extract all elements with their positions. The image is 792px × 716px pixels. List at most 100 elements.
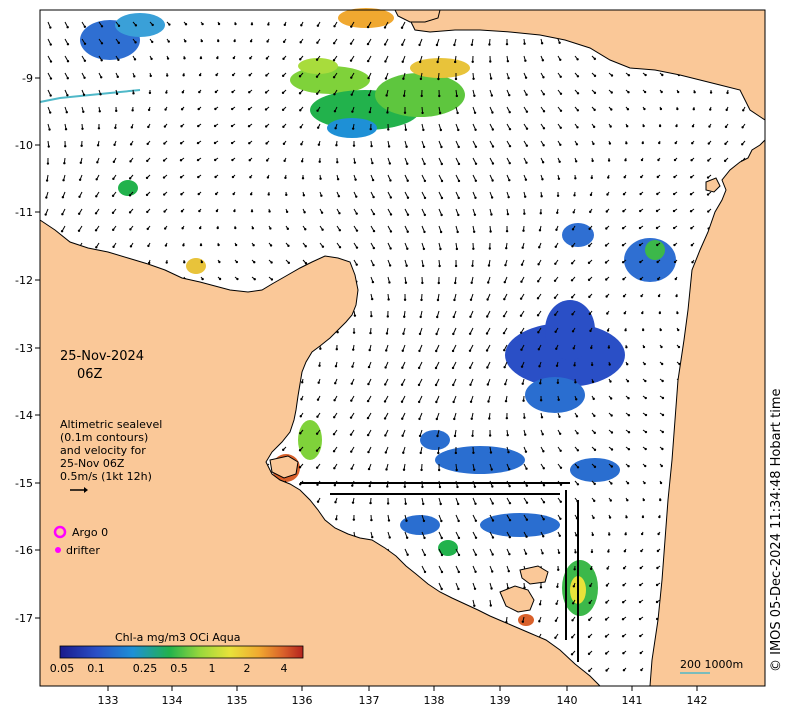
- velocity-arrow-head: [181, 91, 185, 94]
- velocity-arrow-head: [163, 142, 166, 145]
- velocity-arrow-head: [440, 536, 443, 540]
- velocity-arrow-head: [265, 57, 269, 60]
- velocity-arrow-head: [333, 93, 336, 96]
- velocity-arrow-head: [99, 93, 102, 96]
- velocity-arrow-head: [286, 227, 290, 231]
- velocity-arrow-head: [247, 108, 251, 111]
- velocity-arrow-head: [706, 193, 710, 196]
- velocity-arrow-head: [218, 277, 222, 281]
- velocity-arrow-head: [129, 143, 133, 146]
- velocity-arrow-head: [115, 109, 118, 113]
- velocity-arrow-head: [474, 553, 478, 556]
- velocity-arrow-head: [384, 451, 388, 454]
- velocity-arrow-head: [81, 127, 84, 130]
- velocity-arrow-head: [661, 73, 664, 77]
- velocity-arrow-head: [366, 399, 370, 403]
- velocity-arrow-head: [506, 212, 510, 216]
- velocity-arrow-head: [250, 210, 254, 213]
- velocity-arrow-head: [570, 653, 574, 656]
- velocity-arrow-head: [626, 108, 630, 111]
- velocity-arrow-head: [321, 228, 324, 231]
- velocity-arrow-head: [267, 193, 270, 196]
- velocity-arrow-head: [658, 515, 661, 519]
- velocity-arrow-head: [555, 228, 558, 231]
- depth-scale-label: 200 1000m: [680, 658, 743, 671]
- velocity-arrow-head: [266, 176, 270, 179]
- velocity-arrow-head: [643, 107, 646, 111]
- velocity-arrow-head: [439, 247, 442, 251]
- velocity-arrow-head: [216, 56, 219, 60]
- velocity-arrow-head: [372, 263, 375, 267]
- velocity-arrow-head: [402, 468, 406, 471]
- velocity-arrow-head: [440, 162, 444, 166]
- velocity-arrow-head: [129, 245, 133, 248]
- velocity-arrow-head: [300, 160, 304, 163]
- velocity-arrow-head: [521, 246, 524, 249]
- velocity-arrow-head: [367, 382, 370, 386]
- velocity-arrow-head: [78, 178, 82, 181]
- velocity-arrow-head: [622, 295, 626, 298]
- velocity-arrow-head: [644, 447, 647, 451]
- velocity-arrow-head: [542, 518, 545, 521]
- velocity-arrow-head: [525, 93, 528, 96]
- velocity-arrow-head: [627, 74, 631, 77]
- velocity-arrow-head: [401, 349, 404, 352]
- velocity-arrow-head: [457, 196, 460, 200]
- velocity-arrow-head: [644, 73, 647, 77]
- velocity-arrow-head: [438, 264, 441, 268]
- velocity-arrow-head: [524, 178, 528, 181]
- velocity-arrow-head: [590, 363, 594, 367]
- velocity-arrow-head: [655, 600, 659, 604]
- velocity-arrow-head: [233, 39, 236, 43]
- velocity-arrow-head: [100, 59, 103, 62]
- velocity-arrow-head: [503, 365, 506, 369]
- velocity-arrow-head: [505, 246, 508, 250]
- velocity-arrow-head: [491, 485, 494, 488]
- velocity-arrow-head: [198, 209, 201, 213]
- velocity-arrow-head: [610, 465, 614, 468]
- velocity-arrow-head: [485, 349, 489, 352]
- velocity-arrow-head: [406, 196, 410, 199]
- velocity-arrow-head: [609, 380, 612, 383]
- velocity-arrow-head: [554, 262, 557, 265]
- velocity-arrow-head: [626, 499, 629, 502]
- velocity-arrow-head: [350, 25, 353, 28]
- velocity-arrow-head: [49, 60, 53, 63]
- velocity-arrow-head: [163, 210, 166, 213]
- velocity-arrow-head: [588, 295, 591, 299]
- velocity-arrow-head: [352, 331, 356, 334]
- velocity-arrow-head: [627, 397, 630, 400]
- velocity-arrow-head: [383, 417, 387, 420]
- velocity-arrow-head: [640, 549, 643, 553]
- velocity-arrow-head: [166, 57, 170, 60]
- argo-label: Argo 0: [72, 526, 108, 539]
- velocity-arrow-head: [251, 227, 255, 230]
- velocity-arrow-head: [677, 328, 680, 332]
- velocity-arrow-head: [388, 264, 392, 267]
- velocity-arrow-head: [320, 194, 323, 197]
- velocity-arrow-head: [524, 59, 527, 62]
- velocity-arrow-head: [525, 110, 529, 113]
- velocity-arrow-head: [435, 332, 438, 336]
- velocity-arrow-head: [386, 485, 389, 488]
- velocity-arrow-head: [267, 23, 270, 26]
- velocity-arrow-head: [130, 126, 134, 129]
- velocity-arrow-head: [573, 194, 576, 197]
- velocity-arrow-head: [406, 162, 409, 165]
- velocity-arrow-head: [610, 431, 614, 434]
- velocity-arrow-head: [622, 669, 626, 672]
- velocity-arrow-head: [252, 244, 255, 247]
- velocity-arrow-head: [610, 448, 614, 451]
- velocity-arrow-head: [334, 365, 338, 368]
- velocity-arrow-head: [524, 76, 528, 79]
- velocity-arrow-head: [490, 468, 493, 471]
- marker-legend: Argo 0 drifter: [53, 525, 108, 557]
- velocity-arrow-head: [198, 226, 202, 230]
- velocity-arrow-head: [541, 178, 544, 181]
- velocity-arrow-head: [367, 76, 370, 80]
- velocity-arrow-head: [83, 42, 87, 45]
- velocity-arrow-head: [640, 294, 643, 298]
- velocity-arrow-head: [248, 159, 251, 162]
- velocity-arrow-head: [419, 451, 422, 455]
